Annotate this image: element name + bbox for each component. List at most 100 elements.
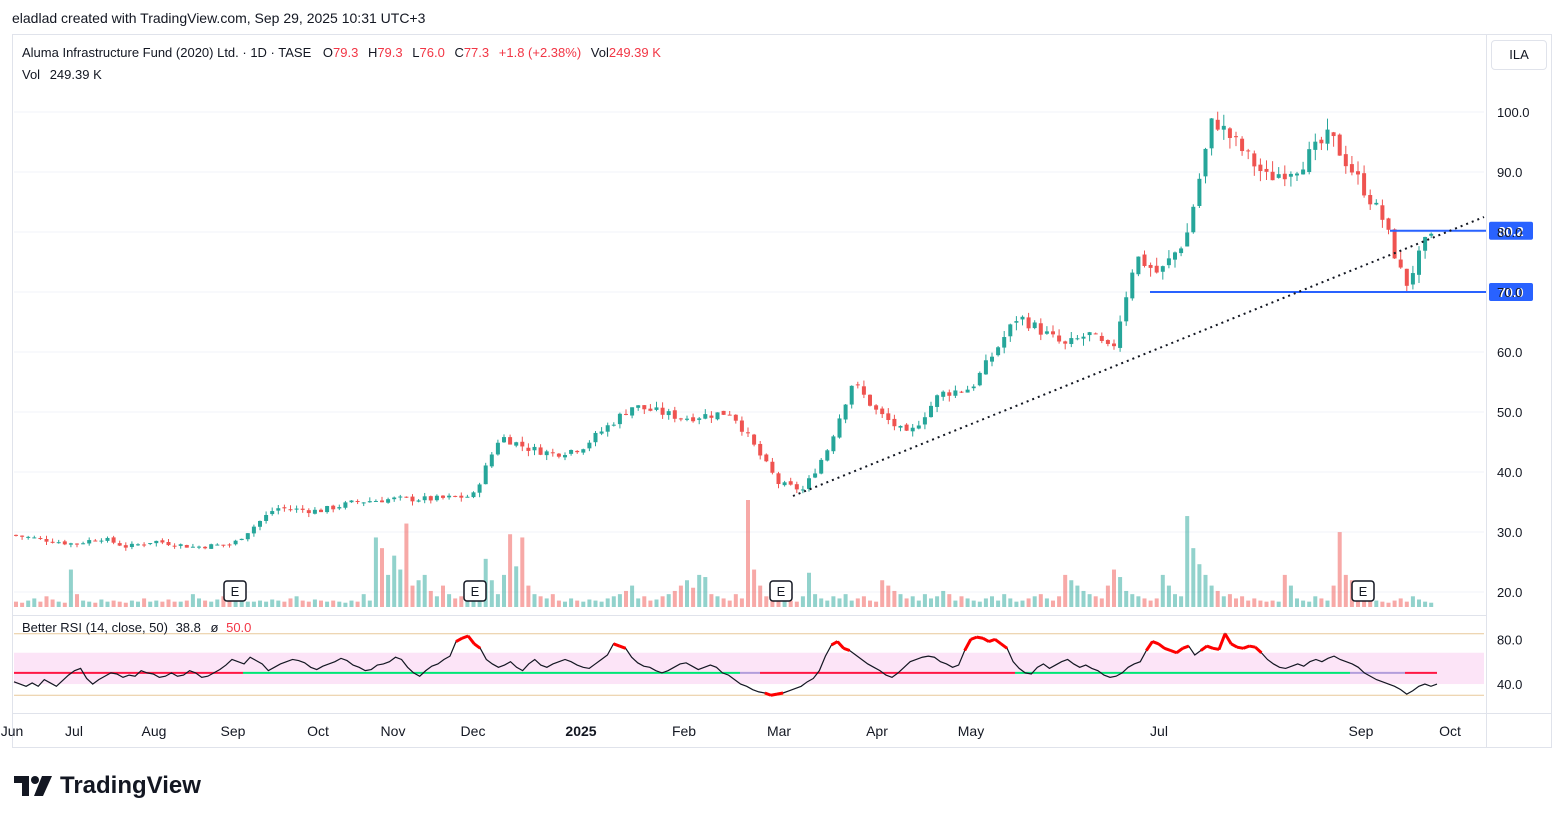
volume-bar: [160, 601, 165, 607]
volume-bar: [1087, 594, 1092, 607]
candle-body: [929, 405, 933, 418]
candle-body: [245, 533, 250, 540]
candle-body: [477, 484, 482, 493]
volume-bar: [611, 596, 616, 607]
candle-body: [550, 452, 555, 454]
candle-body: [721, 410, 726, 415]
volume-bar: [380, 548, 384, 607]
volume-bar: [1234, 598, 1238, 607]
volume-bar: [886, 585, 891, 607]
volume-bar: [587, 599, 592, 607]
candle-body: [489, 454, 494, 467]
candle-body: [1325, 129, 1330, 144]
volume-bar: [1130, 594, 1135, 607]
candle-body: [1282, 173, 1287, 180]
candle-body: [654, 407, 659, 410]
candle-body: [1362, 173, 1367, 196]
symbol-name: Aluma Infrastructure Fund (2020) Ltd. · …: [22, 45, 312, 60]
candle-body: [1173, 252, 1177, 260]
candle-body: [843, 404, 848, 420]
volume-bar: [1252, 598, 1257, 607]
volume-bar: [361, 594, 366, 607]
volume-bar: [739, 598, 744, 607]
volume-bar: [593, 600, 598, 607]
candle-body: [819, 459, 824, 474]
volume-bar: [1398, 598, 1403, 607]
rsi-tick-label: 80.0: [1497, 632, 1522, 647]
volume-bar: [355, 601, 360, 607]
candle-body: [410, 496, 415, 502]
time-axis: Jul Sep Oct Nov Dec 2025 Feb Mar Apr May Jun Jul Aug…: [1, 723, 1461, 739]
rsi-mid-value: 50.0: [226, 620, 252, 635]
candle-body: [904, 424, 909, 431]
volume-bar: [654, 599, 659, 607]
volume-bar: [392, 555, 397, 607]
close-label: C: [454, 45, 464, 60]
volume-bar: [941, 590, 946, 607]
candle-body: [166, 542, 171, 546]
rsi-pane: 80.0 40.0: [13, 632, 1522, 697]
volume-bar: [605, 598, 610, 607]
volume-row-value: 249.39 K: [49, 67, 102, 82]
candle-body: [99, 540, 104, 542]
candle-body: [239, 538, 244, 541]
candle-body: [691, 417, 696, 422]
price-scale-border: [1486, 35, 1487, 747]
candle-body: [282, 507, 287, 509]
volume-bar: [459, 596, 464, 607]
volume-bar: [1081, 590, 1086, 607]
candle-body: [87, 540, 92, 544]
volume-bar: [1264, 601, 1269, 607]
volume-bar: [410, 585, 415, 607]
volume-bar: [251, 601, 256, 607]
volume-bar: [258, 600, 262, 607]
candle-body: [508, 437, 513, 445]
volume-bar: [691, 587, 696, 607]
volume-bar: [550, 594, 555, 607]
candle-body: [996, 347, 1001, 356]
candle-body: [611, 424, 616, 426]
candle-body: [1368, 195, 1373, 205]
volume-bar: [227, 600, 232, 607]
rsi-extreme-segment: [619, 644, 627, 650]
rsi-extreme-segment: [1212, 646, 1220, 651]
candle-body: [1398, 259, 1403, 268]
candle-body: [1179, 248, 1184, 254]
candle-body: [1057, 335, 1062, 342]
volume-bar: [849, 600, 854, 607]
volume-bar: [142, 598, 147, 607]
candle-body: [916, 425, 921, 429]
rsi-legend: Better RSI (14, close, 50) 38.8 ø 50.0: [22, 620, 251, 635]
volume-bar: [508, 534, 513, 607]
volume-bar: [1404, 601, 1409, 607]
earnings-marker-box: [463, 580, 487, 602]
volume-bar: [1173, 594, 1177, 607]
rsi-extreme-segment: [963, 638, 973, 652]
volume-bar: [733, 594, 738, 607]
candle-body: [861, 386, 866, 395]
candle-body: [331, 505, 336, 510]
candle-body: [739, 420, 744, 432]
candle-body: [825, 450, 830, 461]
currency-button[interactable]: ILA: [1491, 40, 1547, 70]
candle-body: [965, 389, 970, 393]
volume-bar: [904, 598, 909, 607]
volume-bar: [209, 601, 214, 607]
candle-body: [111, 537, 116, 543]
candle-body: [1038, 323, 1043, 335]
volume-bar: [868, 600, 872, 607]
time-scale-border: [13, 713, 1551, 714]
candle-body: [605, 425, 610, 432]
volume-bar: [1386, 602, 1391, 607]
volume-bar: [367, 600, 372, 607]
candle-body: [1002, 337, 1007, 348]
candle-body: [264, 515, 269, 521]
candle-body: [441, 495, 445, 498]
candle-body: [306, 510, 311, 514]
time-tick-label: Feb: [672, 723, 696, 739]
volume-bar: [1276, 601, 1281, 607]
volume-bar: [703, 577, 708, 607]
volume-bar: [764, 596, 769, 607]
candle-body: [325, 506, 330, 513]
